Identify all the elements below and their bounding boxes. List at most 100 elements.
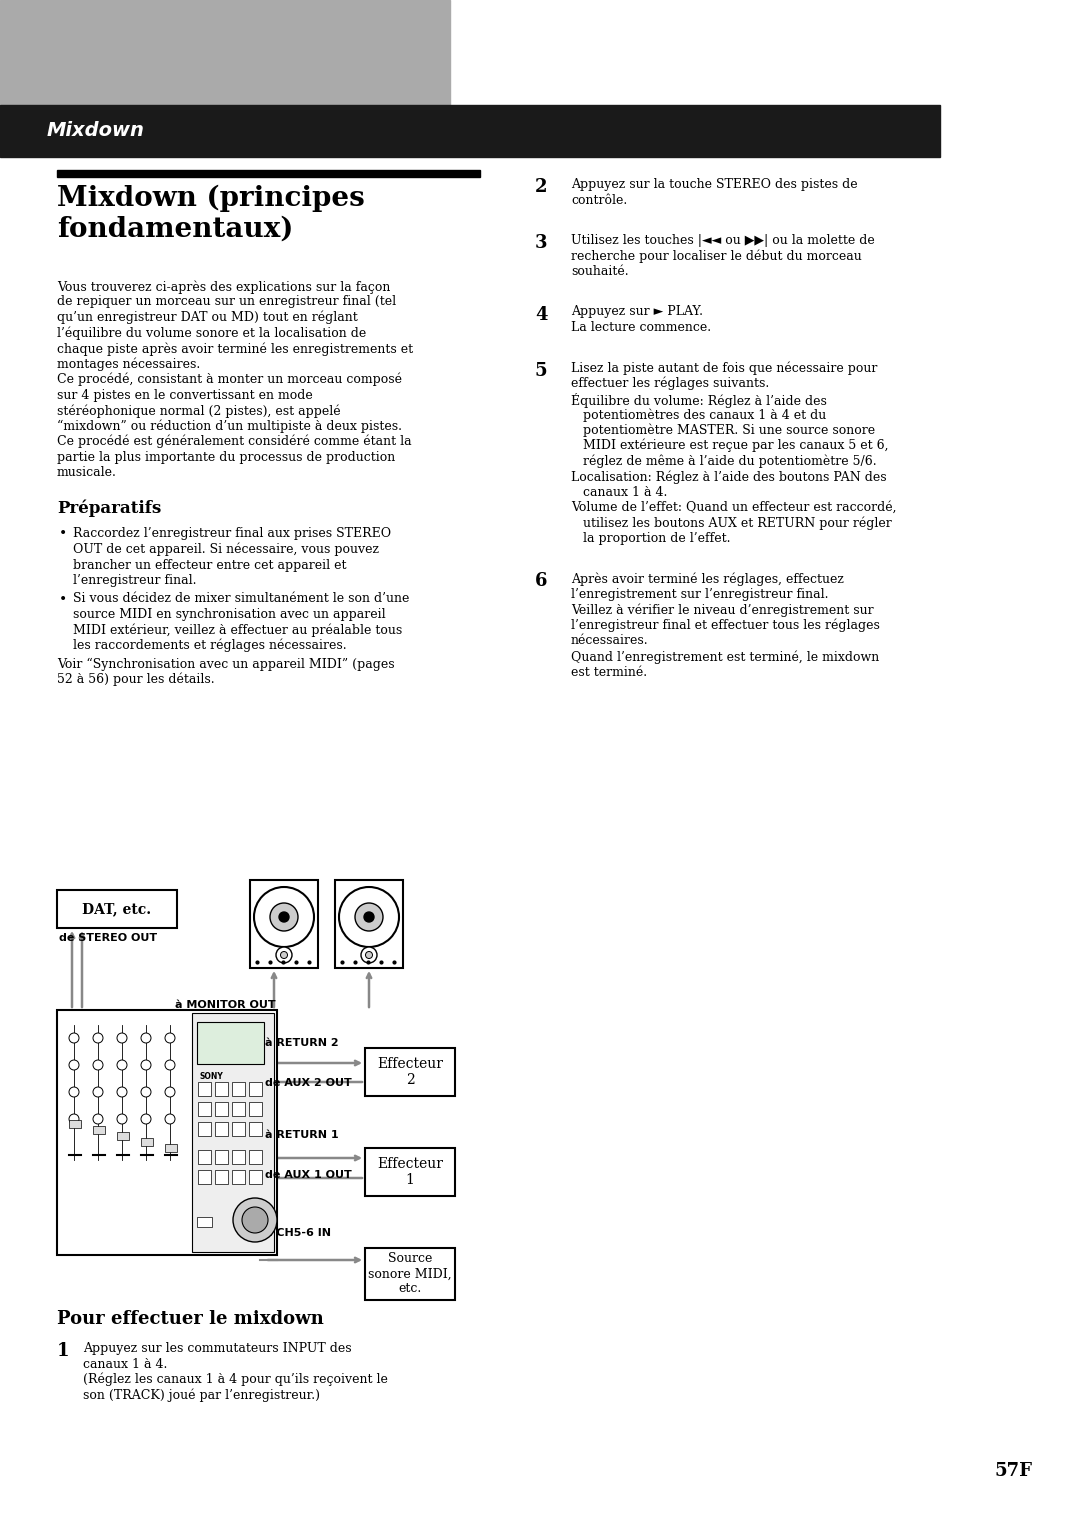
Text: contrôle.: contrôle. [571, 194, 627, 206]
Text: Après avoir terminé les réglages, effectuez: Après avoir terminé les réglages, effect… [571, 573, 843, 587]
Bar [197, 1022, 264, 1063]
Text: Préparatifs: Préparatifs [57, 500, 161, 516]
Text: montages nécessaires.: montages nécessaires. [57, 358, 200, 371]
Bar [57, 889, 177, 927]
Text: canaux 1 à 4.: canaux 1 à 4. [83, 1357, 167, 1371]
Text: 52 à 56) pour les détails.: 52 à 56) pour les détails. [57, 672, 215, 686]
Circle shape [254, 886, 314, 947]
Text: Localisation: Réglez à l’aide des boutons PAN des: Localisation: Réglez à l’aide des bouton… [571, 471, 887, 483]
Text: Effecteur
1: Effecteur 1 [377, 1157, 443, 1187]
Text: de STEREO OUT: de STEREO OUT [59, 934, 157, 943]
Bar [215, 1122, 228, 1135]
Text: sur 4 pistes en le convertissant en mode: sur 4 pistes en le convertissant en mode [57, 388, 313, 402]
Text: à RETURN 1: à RETURN 1 [265, 1131, 339, 1140]
Text: à RETURN 2: à RETURN 2 [265, 1038, 339, 1048]
Circle shape [69, 1033, 79, 1044]
Text: Effecteur
2: Effecteur 2 [377, 1057, 443, 1086]
Text: 2: 2 [535, 177, 548, 196]
Circle shape [233, 1198, 276, 1242]
Text: 5: 5 [535, 362, 548, 379]
Bar [198, 1151, 211, 1164]
Circle shape [165, 1033, 175, 1044]
Bar [232, 1170, 245, 1184]
Circle shape [165, 1060, 175, 1070]
Circle shape [361, 947, 377, 963]
Text: est terminé.: est terminé. [571, 666, 647, 678]
Bar [365, 1148, 455, 1196]
Text: OUT de cet appareil. Si nécessaire, vous pouvez: OUT de cet appareil. Si nécessaire, vous… [73, 542, 379, 556]
Bar [232, 1151, 245, 1164]
Circle shape [279, 912, 289, 921]
Text: (Réglez les canaux 1 à 4 pour qu’ils reçoivent le: (Réglez les canaux 1 à 4 pour qu’ils reç… [83, 1374, 388, 1386]
Bar [141, 1138, 153, 1146]
Text: potentiomètres des canaux 1 à 4 et du: potentiomètres des canaux 1 à 4 et du [571, 408, 826, 422]
Text: Ce procédé est généralement considéré comme étant la: Ce procédé est généralement considéré co… [57, 435, 411, 449]
Text: qu’un enregistreur DAT ou MD) tout en réglant: qu’un enregistreur DAT ou MD) tout en ré… [57, 312, 357, 324]
Bar [0, 105, 940, 157]
Text: utilisez les boutons AUX et RETURN pour régler: utilisez les boutons AUX et RETURN pour … [571, 516, 892, 530]
Circle shape [365, 952, 373, 958]
Bar [249, 1082, 262, 1096]
Text: Voir “Synchronisation avec un appareil MIDI” (pages: Voir “Synchronisation avec un appareil M… [57, 657, 394, 671]
Bar [215, 1102, 228, 1115]
Bar [232, 1082, 245, 1096]
Text: potentiomètre MASTER. Si une source sonore: potentiomètre MASTER. Si une source sono… [571, 423, 875, 437]
Text: musicale.: musicale. [57, 466, 117, 478]
Text: son (TRACK) joué par l’enregistreur.): son (TRACK) joué par l’enregistreur.) [83, 1389, 320, 1403]
Circle shape [270, 903, 298, 931]
Text: MIDI extérieure est reçue par les canaux 5 et 6,: MIDI extérieure est reçue par les canaux… [571, 439, 889, 452]
Circle shape [117, 1114, 127, 1125]
Text: canaux 1 à 4.: canaux 1 à 4. [571, 486, 667, 498]
Text: l’équilibre du volume sonore et la localisation de: l’équilibre du volume sonore et la local… [57, 327, 366, 341]
Circle shape [93, 1060, 103, 1070]
Bar [249, 880, 318, 969]
Text: 6: 6 [535, 573, 548, 590]
Text: la proportion de l’effet.: la proportion de l’effet. [571, 532, 730, 545]
Circle shape [165, 1086, 175, 1097]
Text: 3: 3 [535, 234, 548, 252]
Text: partie la plus importante du processus de production: partie la plus importante du processus d… [57, 451, 395, 463]
Text: réglez de même à l’aide du potentiomètre 5/6.: réglez de même à l’aide du potentiomètre… [571, 454, 877, 468]
Circle shape [69, 1086, 79, 1097]
Circle shape [364, 912, 374, 921]
Text: Appuyez sur la touche STEREO des pistes de: Appuyez sur la touche STEREO des pistes … [571, 177, 858, 191]
Bar [365, 1248, 455, 1300]
Bar [198, 1122, 211, 1135]
Bar [232, 1122, 245, 1135]
Circle shape [141, 1086, 151, 1097]
Text: •: • [59, 593, 67, 607]
Circle shape [276, 947, 292, 963]
Bar [69, 1120, 81, 1128]
Bar [0, 0, 450, 105]
Text: Lisez la piste autant de fois que nécessaire pour: Lisez la piste autant de fois que nécess… [571, 362, 877, 374]
Bar [57, 1010, 276, 1254]
Text: souhaité.: souhaité. [571, 264, 629, 278]
Bar [93, 1126, 105, 1134]
Circle shape [165, 1114, 175, 1125]
Text: Appuyez sur les commutateurs INPUT des: Appuyez sur les commutateurs INPUT des [83, 1342, 352, 1355]
Circle shape [69, 1114, 79, 1125]
Circle shape [339, 886, 399, 947]
Bar [249, 1122, 262, 1135]
Text: Volume de l’effet: Quand un effecteur est raccordé,: Volume de l’effet: Quand un effecteur es… [571, 501, 896, 513]
Text: stéréophonique normal (2 pistes), est appelé: stéréophonique normal (2 pistes), est ap… [57, 403, 340, 417]
Circle shape [141, 1033, 151, 1044]
Text: DAT, etc.: DAT, etc. [82, 902, 151, 915]
Circle shape [69, 1060, 79, 1070]
Bar [249, 1102, 262, 1115]
Bar [117, 1132, 129, 1140]
Text: La lecture commence.: La lecture commence. [571, 321, 711, 335]
Text: Appuyez sur ► PLAY.: Appuyez sur ► PLAY. [571, 306, 703, 318]
Text: Ce procédé, consistant à monter un morceau composé: Ce procédé, consistant à monter un morce… [57, 373, 402, 387]
Text: de AUX 1 OUT: de AUX 1 OUT [265, 1170, 352, 1180]
Bar [198, 1082, 211, 1096]
Text: l’enregistreur final.: l’enregistreur final. [73, 575, 197, 587]
Circle shape [117, 1060, 127, 1070]
Bar [198, 1170, 211, 1184]
Bar [365, 1048, 455, 1096]
Text: de AUX 2 OUT: de AUX 2 OUT [265, 1077, 352, 1088]
Bar [335, 880, 403, 969]
Bar [249, 1170, 262, 1184]
Circle shape [93, 1033, 103, 1044]
Text: “mixdown” ou réduction d’un multipiste à deux pistes.: “mixdown” ou réduction d’un multipiste à… [57, 420, 402, 432]
